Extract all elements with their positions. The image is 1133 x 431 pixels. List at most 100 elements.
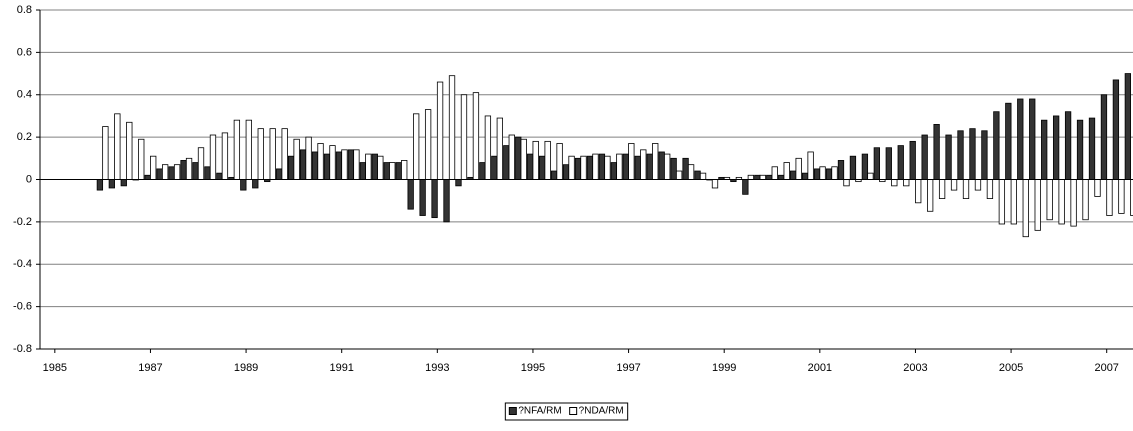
bar	[156, 168, 163, 180]
bar	[610, 162, 618, 180]
legend-box	[504, 402, 629, 421]
bar	[1034, 179, 1041, 231]
bar	[742, 179, 749, 195]
bar	[778, 174, 785, 180]
x-tick-label: 1997	[616, 362, 640, 374]
bar	[1070, 179, 1077, 227]
y-tick-label: 0.8	[17, 4, 32, 16]
bar	[1094, 179, 1101, 197]
bar	[933, 124, 940, 180]
bar	[1046, 179, 1053, 221]
bar	[574, 157, 582, 180]
bar	[233, 119, 241, 180]
bar	[484, 115, 492, 180]
bar	[311, 151, 319, 180]
bar	[1124, 73, 1132, 180]
bar	[998, 179, 1006, 225]
x-tick-label: 1999	[712, 362, 736, 374]
y-tick-label: -0.2	[13, 216, 32, 228]
bar	[281, 128, 288, 180]
bar	[747, 174, 755, 180]
bar	[664, 153, 671, 180]
bar	[1112, 79, 1120, 180]
bar	[120, 179, 127, 187]
bar	[150, 155, 157, 180]
legend-label: ?NDA/RM	[579, 406, 624, 417]
bar	[807, 151, 814, 180]
bar	[209, 134, 217, 180]
bar	[1029, 98, 1036, 180]
bar	[687, 164, 695, 180]
y-tick-label: -0.8	[13, 343, 32, 355]
bar	[257, 128, 264, 180]
bar	[539, 155, 546, 180]
bar	[586, 155, 594, 180]
bar	[962, 179, 970, 199]
x-tick-label: 2005	[999, 362, 1023, 374]
bar	[867, 172, 874, 180]
bar	[993, 111, 1000, 180]
bar	[162, 164, 169, 180]
bar	[1106, 179, 1113, 216]
bar	[180, 160, 187, 180]
bar	[431, 179, 438, 219]
bar	[479, 162, 486, 180]
x-tick-label: 1987	[138, 362, 162, 374]
bar	[108, 179, 115, 189]
bar	[891, 179, 898, 187]
bar	[837, 160, 845, 180]
bar	[323, 153, 331, 180]
bar	[138, 138, 145, 180]
bar	[395, 162, 402, 180]
bar	[652, 143, 659, 180]
bar	[359, 162, 367, 180]
bar	[670, 157, 677, 180]
bar	[945, 134, 952, 180]
bar	[957, 130, 964, 180]
bar	[634, 155, 641, 180]
bar	[694, 170, 701, 180]
bar	[885, 147, 892, 180]
bar	[754, 174, 761, 180]
bar	[1058, 179, 1065, 225]
bar	[658, 151, 665, 180]
bar	[592, 153, 599, 180]
bar	[96, 179, 104, 191]
bar	[819, 166, 826, 180]
bar	[622, 153, 629, 180]
y-tick-label: 0.4	[17, 89, 32, 101]
bars	[96, 73, 1133, 238]
bar	[1130, 179, 1133, 216]
bar	[424, 109, 432, 180]
bar	[1017, 98, 1024, 180]
bar	[293, 138, 300, 180]
bar	[986, 179, 994, 199]
bar	[276, 168, 283, 180]
bar	[544, 140, 551, 180]
bar	[849, 155, 857, 180]
bar	[771, 166, 778, 180]
y-tick-label: -0.6	[13, 301, 32, 313]
bar	[981, 130, 988, 180]
legend-label: ?NFA/RM	[518, 406, 561, 417]
bar	[532, 140, 539, 180]
bar	[598, 153, 606, 180]
bar	[813, 168, 821, 180]
bar	[969, 128, 976, 180]
bar	[682, 157, 689, 180]
bar	[562, 164, 570, 180]
bar	[1064, 111, 1072, 180]
bar	[448, 75, 456, 180]
bar	[413, 113, 420, 180]
bar	[515, 136, 522, 180]
bar	[831, 166, 838, 180]
legend: ?NFA/RM ?NDA/RM	[504, 402, 629, 421]
bar	[329, 145, 336, 180]
bar	[407, 179, 414, 210]
bar	[491, 155, 498, 180]
bar	[675, 170, 683, 180]
bar	[299, 149, 307, 180]
bar	[974, 179, 982, 191]
